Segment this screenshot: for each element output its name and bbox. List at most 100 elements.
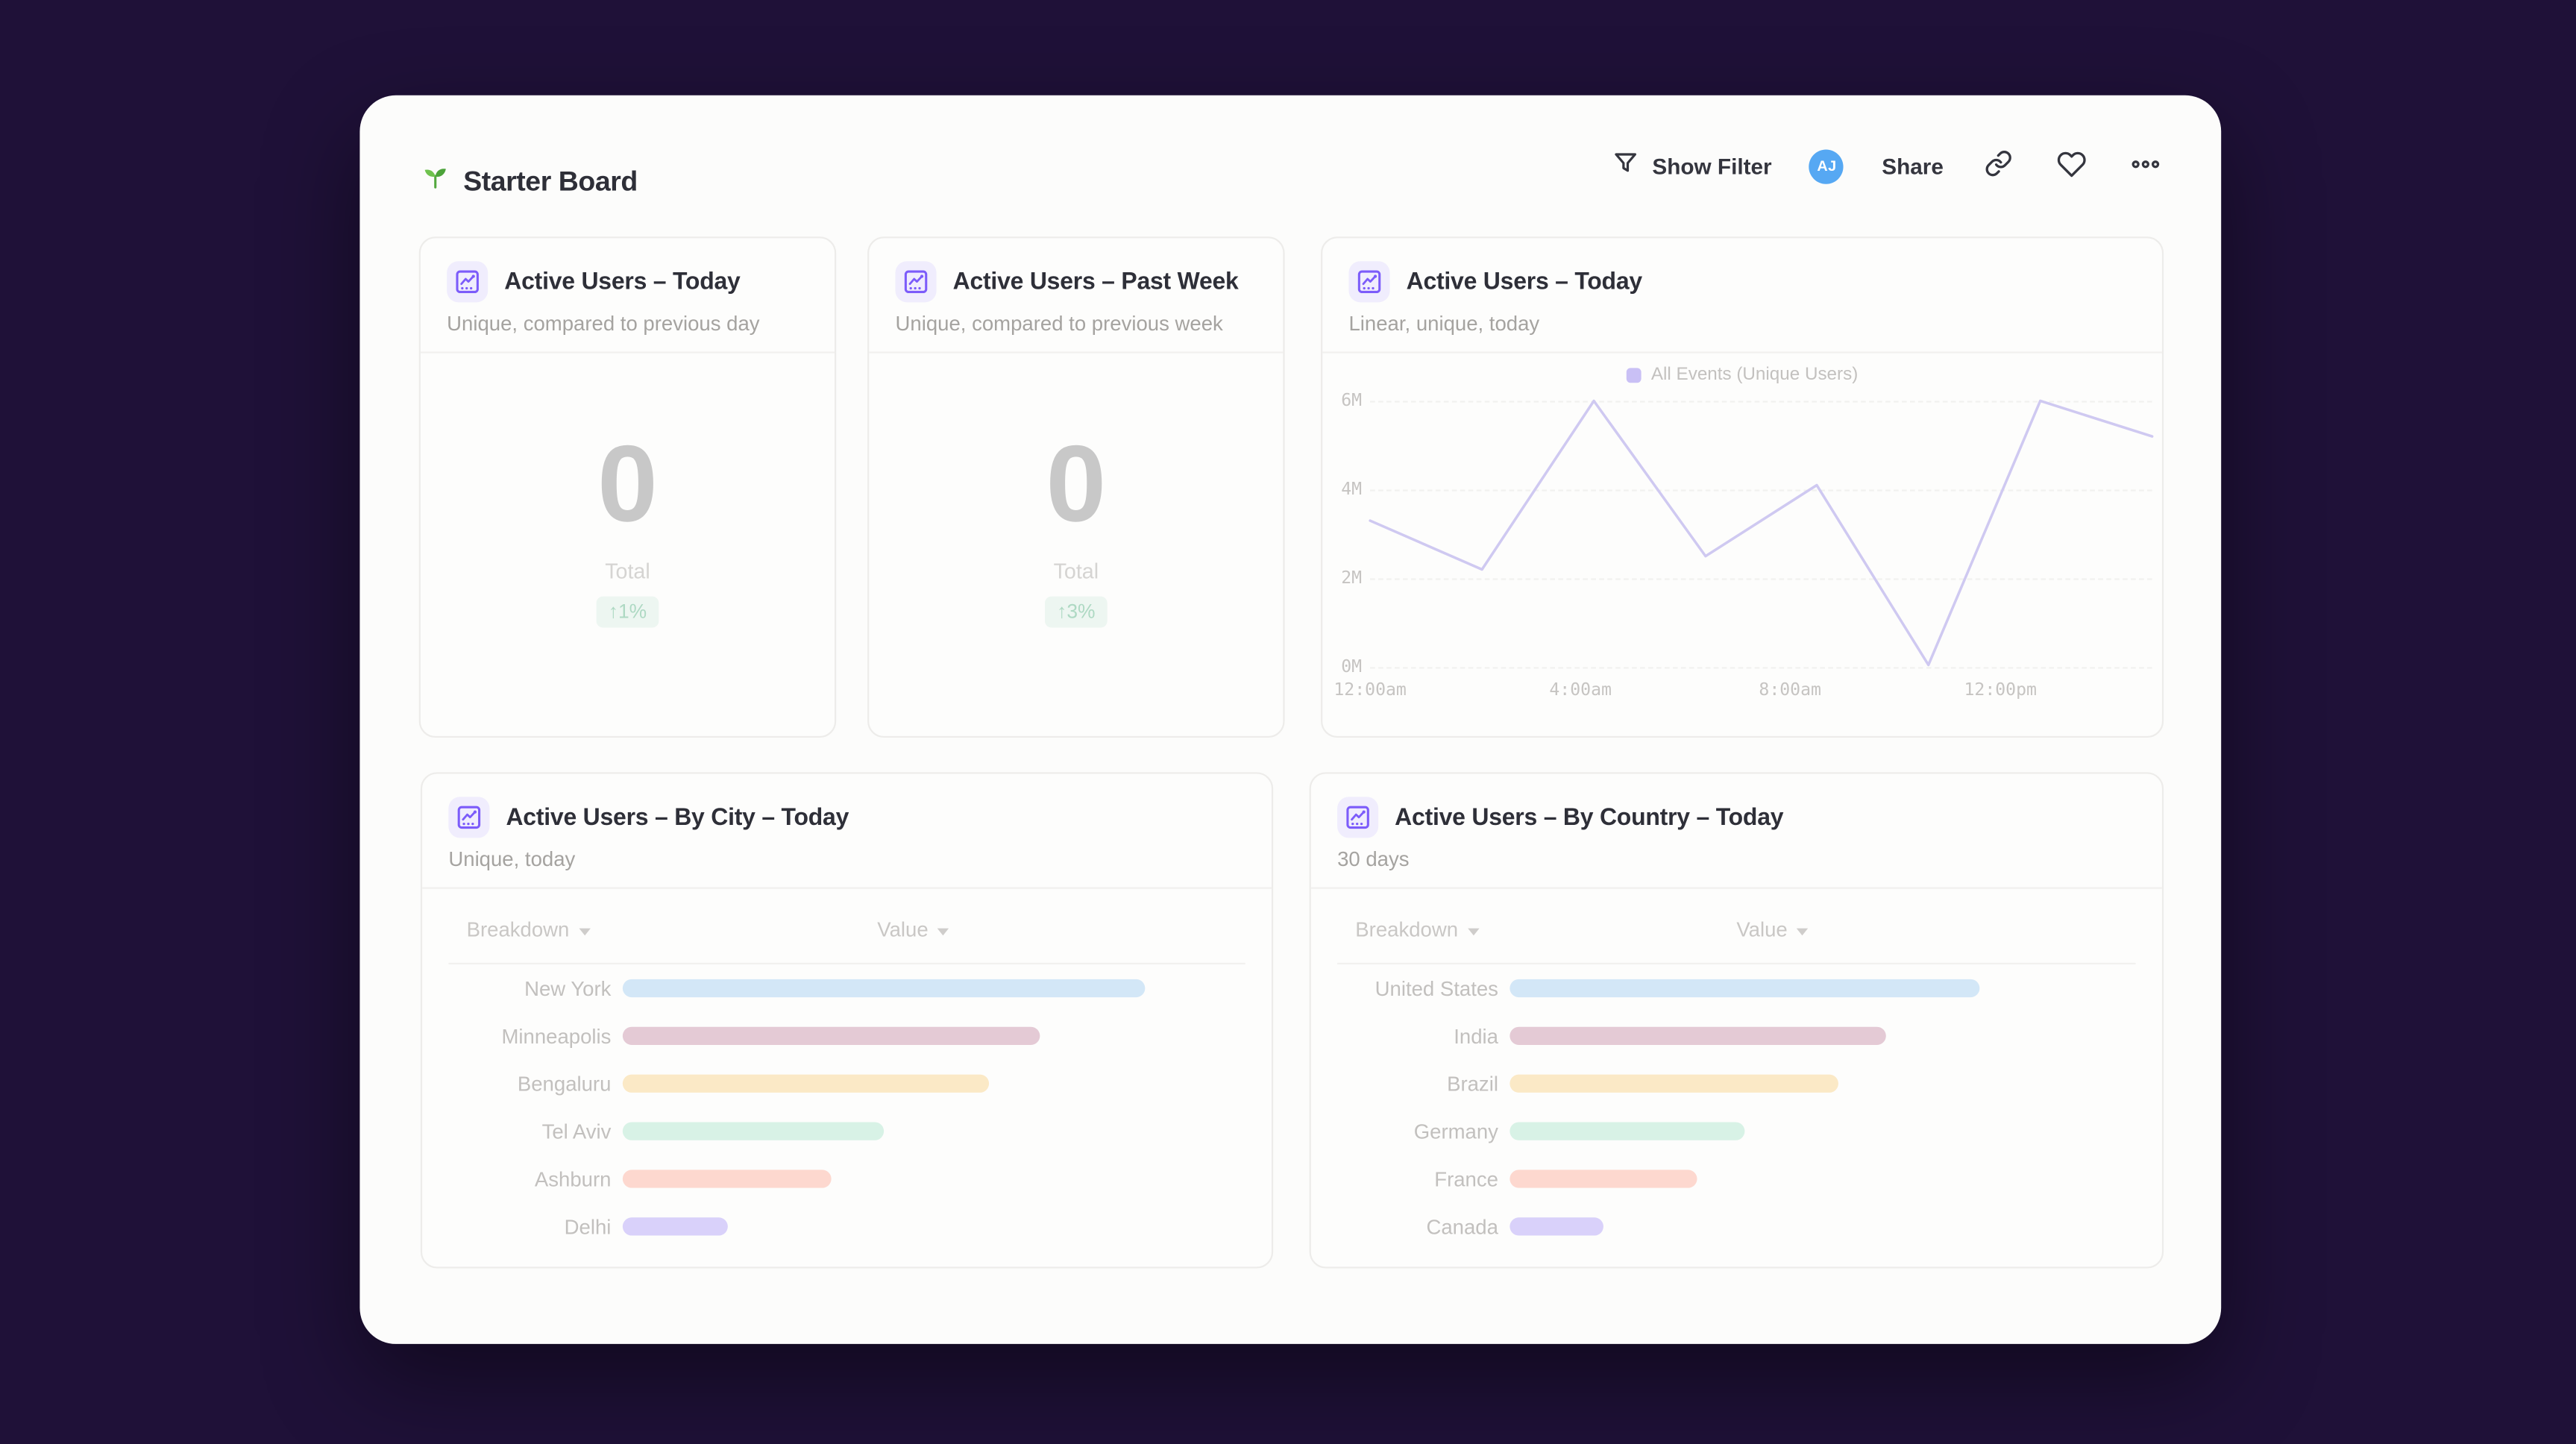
x-axis: 12:00am 4:00am 8:00am 12:00pm	[1333, 679, 2152, 706]
breakdown-card-by-country: Active Users – By Country – Today 30 day…	[1309, 772, 2164, 1269]
card-title[interactable]: Active Users – Today	[1406, 269, 1643, 295]
y-tick-label: 4M	[1341, 480, 1363, 500]
legend-swatch	[1626, 367, 1642, 383]
y-axis: 6M 4M 2M 0M	[1322, 391, 1363, 677]
line-chart	[1369, 399, 2154, 667]
value-bar	[622, 1074, 989, 1093]
show-filter-button[interactable]: Show Filter	[1611, 149, 1772, 182]
card-header: Active Users – Past Week Unique, compare…	[869, 238, 1284, 354]
card-header: Active Users – By City – Today Unique, t…	[422, 774, 1272, 889]
breakdown-column-label: Breakdown	[466, 918, 570, 942]
table-row: Germany	[1337, 1108, 2136, 1155]
breakdown-label: Delhi	[564, 1214, 612, 1238]
value-column-label: Value	[877, 918, 929, 942]
copy-link-icon	[1985, 149, 2012, 182]
delta-badge: ↑3%	[1045, 597, 1107, 629]
table-row: Tel Aviv	[448, 1108, 1245, 1155]
plot-area	[1369, 399, 2154, 669]
breakdown-label: India	[1454, 1024, 1498, 1048]
table-row: Ashburn	[448, 1155, 1245, 1203]
value-column-button[interactable]: Value	[1736, 918, 1809, 941]
delta-badge: ↑1%	[597, 597, 659, 629]
stat-body: 0 Total ↑3%	[869, 354, 1283, 736]
value-column-label: Value	[1736, 918, 1788, 942]
card-title[interactable]: Active Users – By City – Today	[506, 804, 849, 831]
breakdown-column-button[interactable]: Breakdown	[467, 918, 591, 941]
filter-icon	[1611, 149, 1639, 182]
copy-link-button[interactable]	[1982, 146, 2016, 186]
chevron-down-icon	[1796, 918, 1809, 941]
share-button[interactable]: Share	[1882, 154, 1944, 178]
x-tick-label: 4:00am	[1549, 679, 1612, 700]
gridline	[1370, 667, 2152, 669]
breakdown-rows: United States India Brazil Germany France Can…	[1337, 964, 2136, 1254]
y-tick-label: 2M	[1341, 568, 1363, 588]
card-subtitle: Unique, compared to previous day	[447, 312, 760, 336]
table-row: Delhi	[448, 1202, 1245, 1250]
value-bar	[622, 979, 1146, 998]
chart-icon	[895, 261, 937, 303]
line-chart-card: Active Users – Today Linear, unique, tod…	[1321, 236, 2164, 738]
value-bar	[622, 1170, 832, 1188]
avatar[interactable]: AJ	[1809, 148, 1844, 183]
board-header: Starter Board Show Filter AJ Share	[359, 95, 2221, 236]
value-bar	[622, 1217, 727, 1236]
value-bar	[1510, 979, 1980, 998]
value-bar	[1510, 1074, 1839, 1093]
dashboard-panel: Starter Board Show Filter AJ Share	[359, 95, 2222, 1344]
chevron-down-icon	[937, 918, 950, 941]
card-subtitle: Unique, compared to previous week	[895, 312, 1223, 336]
chart-icon	[1337, 797, 1379, 838]
chart-icon	[1348, 261, 1390, 303]
breakdown-label: Bengaluru	[517, 1072, 612, 1096]
breakdown-column-button[interactable]: Breakdown	[1355, 918, 1479, 941]
gridline	[1370, 489, 2152, 492]
card-title[interactable]: Active Users – By Country – Today	[1395, 804, 1784, 831]
share-label: Share	[1882, 153, 1944, 179]
gridline	[1370, 578, 2152, 580]
card-title[interactable]: Active Users – Past Week	[952, 269, 1239, 295]
y-tick-label: 6M	[1341, 391, 1363, 411]
breakdown-label: Tel Aviv	[541, 1120, 612, 1143]
x-tick-label: 8:00am	[1759, 679, 1821, 700]
seedling-icon	[421, 163, 450, 201]
breakdown-label: Minneapolis	[501, 1024, 612, 1048]
stat-value-label: Total	[1053, 559, 1099, 584]
breakdown-card-by-city: Active Users – By City – Today Unique, t…	[420, 772, 1274, 1269]
value-column-button[interactable]: Value	[877, 918, 949, 941]
stat-value: 0	[597, 421, 658, 544]
board-title: Starter Board	[463, 165, 638, 197]
table-row: India	[1337, 1012, 2136, 1060]
value-bar	[1510, 1170, 1698, 1188]
stat-value: 0	[1046, 421, 1107, 544]
card-title[interactable]: Active Users – Today	[504, 269, 741, 295]
table-row: Canada	[1337, 1202, 2136, 1250]
card-subtitle: Linear, unique, today	[1348, 312, 1540, 336]
more-options-button[interactable]	[2128, 145, 2164, 186]
table-header: Breakdown Value	[448, 905, 1245, 965]
y-tick-label: 0M	[1341, 657, 1363, 677]
breakdown-label: New York	[524, 976, 612, 1000]
table-row: Bengaluru	[448, 1060, 1245, 1108]
table-row: Brazil	[1337, 1060, 2136, 1108]
table-row: United States	[1337, 964, 2136, 1012]
card-subtitle: Unique, today	[448, 847, 576, 871]
chevron-down-icon	[1466, 918, 1480, 941]
card-header: Active Users – By Country – Today 30 day…	[1310, 774, 2162, 889]
value-bar	[1510, 1026, 1886, 1045]
card-subtitle: 30 days	[1337, 847, 1410, 871]
show-filter-label: Show Filter	[1652, 153, 1772, 179]
breakdown-label: Canada	[1426, 1214, 1498, 1238]
value-bar	[622, 1026, 1041, 1045]
value-bar	[1510, 1217, 1604, 1236]
card-header: Active Users – Today Linear, unique, tod…	[1322, 238, 2162, 354]
breakdown-label: United States	[1375, 976, 1498, 1000]
value-bar	[1510, 1122, 1745, 1140]
breakdown-column-label: Breakdown	[1355, 918, 1459, 942]
legend-item[interactable]: All Events (Unique Users)	[1322, 365, 2162, 384]
breakdown-label: Germany	[1413, 1120, 1498, 1143]
chevron-down-icon	[577, 918, 591, 941]
favorite-button[interactable]	[2054, 145, 2090, 186]
x-tick-label: 12:00pm	[1964, 679, 2037, 700]
